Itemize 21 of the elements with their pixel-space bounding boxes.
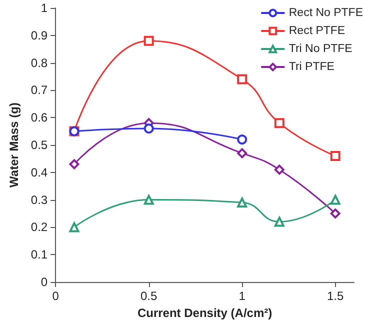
y-axis-title: Water Mass (g) bbox=[7, 102, 21, 188]
x-tick-label: 1.5 bbox=[327, 289, 344, 303]
y-tick-label: 0 bbox=[40, 275, 48, 289]
y-tick-label: 0.4 bbox=[30, 165, 48, 180]
legend-label: Tri No PTFE bbox=[288, 43, 353, 55]
y-tick-label: 1 bbox=[40, 1, 48, 15]
x-tick-label: 0.5 bbox=[140, 289, 158, 303]
y-tick-label: 0.7 bbox=[30, 83, 48, 98]
legend-label: Rect PTFE bbox=[288, 25, 346, 37]
legend-label: Rect No PTFE bbox=[288, 7, 364, 19]
y-tick-label: 0.5 bbox=[30, 138, 48, 152]
x-axis-title: Current Density (A/cm²) bbox=[137, 306, 272, 320]
x-tick-label: 1 bbox=[238, 289, 246, 303]
y-tick-label: 0.2 bbox=[30, 220, 48, 234]
y-tick-label: 0.9 bbox=[30, 28, 48, 42]
y-tick-label: 0.6 bbox=[30, 110, 48, 125]
x-tick-label: 0 bbox=[52, 289, 60, 303]
y-tick-label: 0.1 bbox=[30, 248, 48, 262]
legend-label: Tri PTFE bbox=[288, 61, 335, 73]
y-tick-label: 0.3 bbox=[30, 192, 48, 207]
y-tick-label: 0.8 bbox=[30, 56, 48, 70]
